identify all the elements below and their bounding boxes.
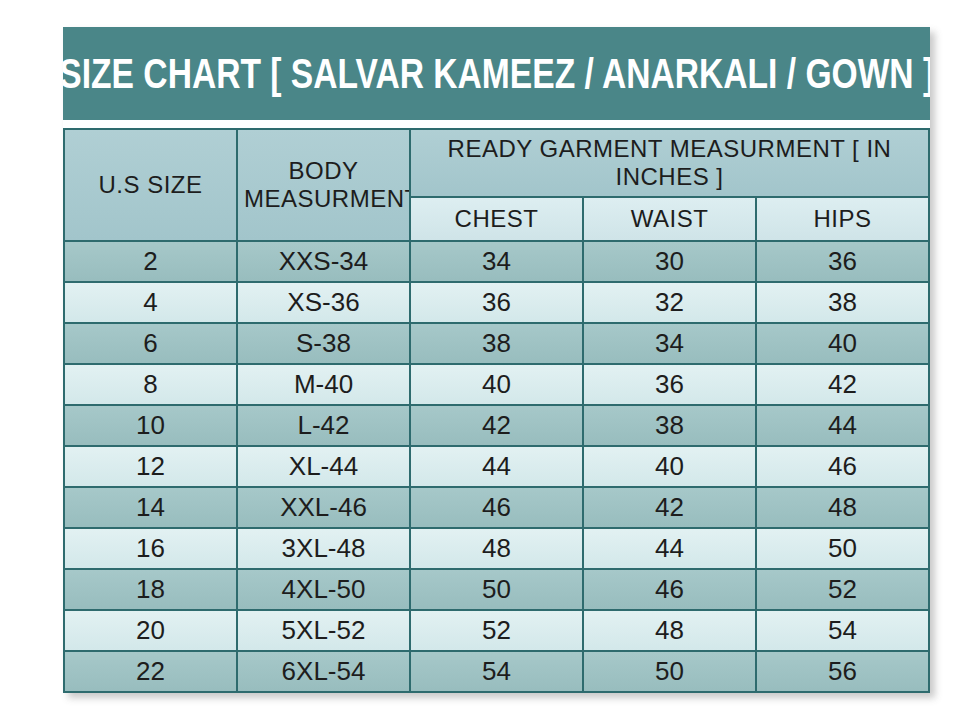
table-cell: 8 xyxy=(64,364,237,405)
table-cell: 30 xyxy=(583,241,756,282)
table-row: 184XL-50504652 xyxy=(64,569,929,610)
table-row: 10L-42423844 xyxy=(64,405,929,446)
chart-title: SIZE CHART [ SALVAR KAMEEZ / ANARKALI / … xyxy=(63,50,930,98)
table-cell: XS-36 xyxy=(237,282,410,323)
table-cell: 52 xyxy=(410,610,583,651)
size-table-head: U.S SIZE BODY MEASURMENT READY GARMENT M… xyxy=(64,129,929,241)
table-row: 205XL-52524854 xyxy=(64,610,929,651)
size-table-body: 2XXS-343430364XS-363632386S-383834408M-4… xyxy=(64,241,929,692)
table-cell: 42 xyxy=(756,364,929,405)
col-header-body-measurment: BODY MEASURMENT xyxy=(237,129,410,241)
size-chart-card: SIZE CHART [ SALVAR KAMEEZ / ANARKALI / … xyxy=(63,27,930,693)
table-cell: XL-44 xyxy=(237,446,410,487)
col-header-chest: CHEST xyxy=(410,197,583,241)
col-header-ready-garment-group: READY GARMENT MEASURMENT [ IN INCHES ] xyxy=(410,129,929,197)
table-cell: 16 xyxy=(64,528,237,569)
table-cell: 14 xyxy=(64,487,237,528)
table-cell: 46 xyxy=(410,487,583,528)
table-cell: 12 xyxy=(64,446,237,487)
table-cell: 50 xyxy=(756,528,929,569)
size-table: U.S SIZE BODY MEASURMENT READY GARMENT M… xyxy=(63,128,930,693)
table-cell: 40 xyxy=(583,446,756,487)
table-cell: M-40 xyxy=(237,364,410,405)
table-cell: 4 xyxy=(64,282,237,323)
table-row: 8M-40403642 xyxy=(64,364,929,405)
table-cell: 48 xyxy=(583,610,756,651)
table-cell: 4XL-50 xyxy=(237,569,410,610)
table-cell: 52 xyxy=(756,569,929,610)
table-cell: XXL-46 xyxy=(237,487,410,528)
table-cell: 40 xyxy=(410,364,583,405)
table-cell: 6XL-54 xyxy=(237,651,410,692)
table-cell: 20 xyxy=(64,610,237,651)
table-cell: 38 xyxy=(756,282,929,323)
table-row: 163XL-48484450 xyxy=(64,528,929,569)
table-cell: 36 xyxy=(410,282,583,323)
table-cell: 50 xyxy=(583,651,756,692)
table-cell: 18 xyxy=(64,569,237,610)
table-cell: 32 xyxy=(583,282,756,323)
title-bar: SIZE CHART [ SALVAR KAMEEZ / ANARKALI / … xyxy=(63,27,930,120)
table-cell: 22 xyxy=(64,651,237,692)
header-row-main: U.S SIZE BODY MEASURMENT READY GARMENT M… xyxy=(64,129,929,197)
table-row: 4XS-36363238 xyxy=(64,282,929,323)
table-row: 14XXL-46464248 xyxy=(64,487,929,528)
table-row: 6S-38383440 xyxy=(64,323,929,364)
table-cell: 56 xyxy=(756,651,929,692)
table-row: 2XXS-34343036 xyxy=(64,241,929,282)
table-cell: 38 xyxy=(583,405,756,446)
table-cell: 40 xyxy=(756,323,929,364)
table-cell: 3XL-48 xyxy=(237,528,410,569)
table-cell: 38 xyxy=(410,323,583,364)
table-cell: 54 xyxy=(410,651,583,692)
table-cell: 48 xyxy=(756,487,929,528)
table-cell: 46 xyxy=(583,569,756,610)
col-header-hips: HIPS xyxy=(756,197,929,241)
table-cell: 48 xyxy=(410,528,583,569)
table-cell: 54 xyxy=(756,610,929,651)
table-cell: 36 xyxy=(756,241,929,282)
table-cell: 36 xyxy=(583,364,756,405)
table-cell: 10 xyxy=(64,405,237,446)
col-header-waist: WAIST xyxy=(583,197,756,241)
table-cell: 42 xyxy=(410,405,583,446)
table-row: 226XL-54545056 xyxy=(64,651,929,692)
table-cell: 44 xyxy=(410,446,583,487)
col-header-us-size: U.S SIZE xyxy=(64,129,237,241)
table-cell: 42 xyxy=(583,487,756,528)
table-cell: 2 xyxy=(64,241,237,282)
table-cell: 34 xyxy=(410,241,583,282)
table-cell: 6 xyxy=(64,323,237,364)
table-cell: 44 xyxy=(756,405,929,446)
table-cell: 5XL-52 xyxy=(237,610,410,651)
table-cell: 34 xyxy=(583,323,756,364)
table-cell: 46 xyxy=(756,446,929,487)
table-cell: L-42 xyxy=(237,405,410,446)
table-row: 12XL-44444046 xyxy=(64,446,929,487)
table-cell: 44 xyxy=(583,528,756,569)
table-cell: XXS-34 xyxy=(237,241,410,282)
page: SIZE CHART [ SALVAR KAMEEZ / ANARKALI / … xyxy=(0,0,960,720)
title-table-gap xyxy=(63,120,930,128)
table-cell: S-38 xyxy=(237,323,410,364)
table-cell: 50 xyxy=(410,569,583,610)
